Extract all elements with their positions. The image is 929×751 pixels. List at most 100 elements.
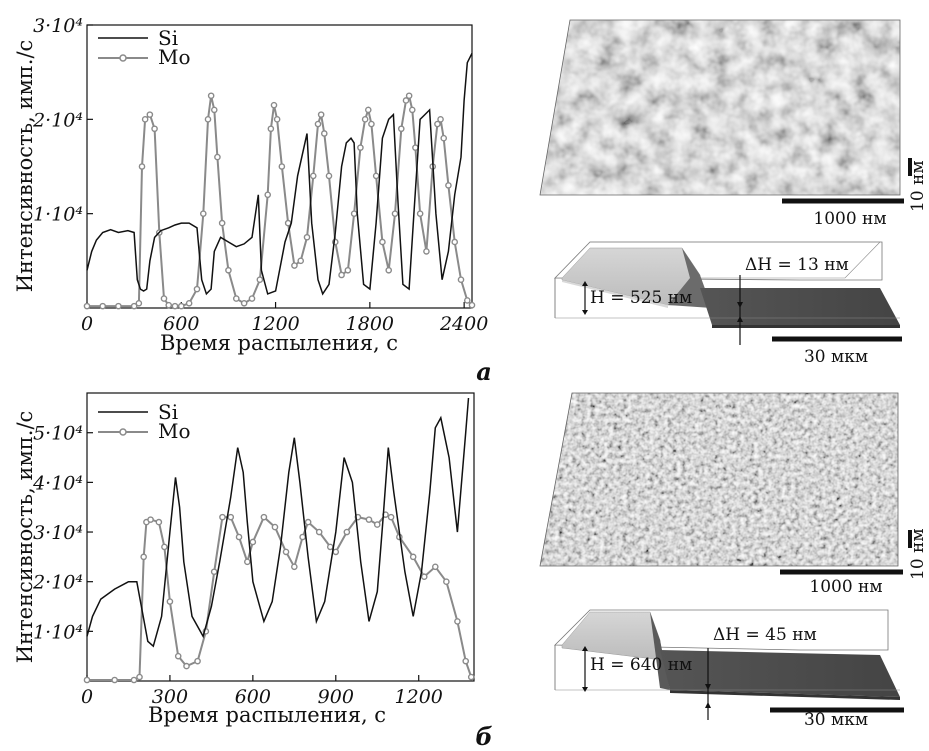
chartB-series-mo-point xyxy=(467,673,475,681)
chartA-series-mo-point xyxy=(83,302,91,310)
step-a-height-label: H = 525 нм xyxy=(590,288,692,308)
chartA-series-mo-point xyxy=(445,182,452,189)
chartA-series-mo-point xyxy=(309,172,317,180)
step-a-delta-label: ΔH = 13 нм xyxy=(745,255,849,275)
chartB-series-mo-point xyxy=(326,543,334,551)
chartA-series-mo-point xyxy=(232,295,240,302)
chartB-series-mo-point xyxy=(155,518,163,526)
chartB-y-tick-label: 3·10⁴ xyxy=(33,522,83,544)
chartA-series-mo-point xyxy=(437,116,444,123)
chart-a-series-si-line xyxy=(86,52,473,296)
chartA-series-mo-point xyxy=(372,172,380,180)
chartA-series-mo-point xyxy=(364,106,372,114)
chartA-series-mo-point xyxy=(320,130,328,137)
chartA-series-mo-point xyxy=(468,301,476,309)
chartB-y-tick-label: 1·10⁴ xyxy=(33,621,83,643)
chartB-series-mo-point xyxy=(387,513,395,521)
chartA-x-tick-label: 0 xyxy=(81,313,93,335)
surface-image-b: 10 нм 1000 нм xyxy=(539,392,928,597)
chartA-series-mo-point xyxy=(391,210,399,217)
chartA-series-mo-point xyxy=(225,266,232,274)
chartB-y-tick-label: 2·10⁴ xyxy=(32,572,83,594)
chartA-series-mo-point xyxy=(451,238,459,246)
chartB-x-tick-label: 900 xyxy=(318,686,354,708)
chartA-series-mo-point xyxy=(412,144,419,151)
step-profile-b: H = 640 нм ΔH = 45 нм 30 мкм xyxy=(554,609,904,730)
chartB-series-mo-point xyxy=(83,676,91,684)
chartA-series-mo-point xyxy=(115,302,122,310)
surface-image-a: 10 нм 1000 нм xyxy=(539,19,928,229)
step-b-scale-label: 30 мкм xyxy=(804,710,868,730)
chartA-series-mo-point xyxy=(397,125,405,133)
chart-b-x-axis-label: Время распыления, с xyxy=(148,703,386,727)
chartB-series-mo-point xyxy=(219,513,226,521)
chartA-series-mo-point xyxy=(303,233,311,241)
chartA-series-mo-point xyxy=(267,125,275,133)
chartB-series-mo-point xyxy=(299,533,306,541)
chartB-x-tick-label: 0 xyxy=(81,686,93,708)
chartA-series-mo-point xyxy=(314,120,322,128)
chartB-series-mo-point xyxy=(194,657,201,665)
chartA-series-mo-point xyxy=(457,276,465,284)
chartB-series-mo-point xyxy=(420,573,428,581)
chart-a-legend-mo: Mo xyxy=(158,45,191,69)
chart-a: 0 600 1200 1800 2400 1·10⁴ 2·10⁴ 3·10⁴ Si Mo Вр… xyxy=(13,15,492,386)
chartA-x-tick-label: 2400 xyxy=(439,313,488,335)
chartB-series-mo-point xyxy=(304,518,312,526)
chartB-series-mo-point xyxy=(161,543,168,551)
chartA-series-mo-point xyxy=(207,92,215,100)
chartA-series-mo-point xyxy=(135,299,143,307)
chartA-series-mo-point xyxy=(291,262,298,269)
surface-a-scale-label: 1000 нм xyxy=(813,209,886,229)
chartB-series-mo-point xyxy=(409,553,417,561)
chartB-series-mo-point xyxy=(332,548,340,556)
chartA-series-mo-point xyxy=(99,302,107,310)
chart-b-legend-si: Si xyxy=(158,400,178,424)
chartB-x-tick-label: 1200 xyxy=(395,686,443,708)
chartB-series-mo-point xyxy=(130,676,138,684)
chartA-series-mo-point xyxy=(214,153,221,161)
chart-a-legend: Si Mo xyxy=(98,26,191,69)
chartB-series-mo-point xyxy=(443,578,450,585)
chartA-series-mo-point xyxy=(256,276,264,284)
chartA-series-mo-point xyxy=(160,295,168,302)
step-a-scale-label: 30 мкм xyxy=(804,347,868,367)
chartB-series-mo-point xyxy=(111,676,118,684)
chartB-series-mo-point xyxy=(271,523,279,531)
chartB-series-mo-point xyxy=(462,657,470,665)
chartA-series-mo-point xyxy=(240,299,248,307)
chart-b-legend-mo: Mo xyxy=(158,419,191,443)
chartA-x-tick-label: 600 xyxy=(163,313,199,335)
surface-a-texture xyxy=(540,20,900,195)
chartA-series-mo-point xyxy=(193,285,201,293)
chartA-series-mo-point xyxy=(402,97,410,104)
chartB-series-mo-point xyxy=(140,553,147,561)
chartA-series-mo-point xyxy=(151,125,158,133)
chartA-series-mo-point xyxy=(440,134,448,142)
chartA-x-tick-label: 1800 xyxy=(346,313,394,335)
chartA-series-mo-point xyxy=(317,111,325,118)
chartA-series-mo-point xyxy=(297,257,305,265)
chartA-series-mo-point xyxy=(130,302,138,310)
chartA-series-mo-point xyxy=(379,238,386,246)
chartA-x-tick-label: 1200 xyxy=(251,313,299,335)
chartA-series-mo-point xyxy=(357,144,364,151)
chartA-series-mo-point xyxy=(199,210,207,217)
chartB-series-mo-point xyxy=(373,521,381,528)
step-b-delta-label: ΔH = 45 нм xyxy=(713,625,817,645)
chartB-series-mo-point xyxy=(454,618,461,625)
chartB-series-mo-point xyxy=(260,513,268,521)
chartA-y-tick-label: 2·10⁴ xyxy=(32,109,83,131)
chartA-series-mo-point xyxy=(416,210,424,217)
chartA-series-mo-point xyxy=(344,266,352,274)
chartA-y-tick-label: 3·10⁴ xyxy=(33,15,83,37)
chartA-series-mo-point xyxy=(434,120,441,128)
chartA-series-mo-point xyxy=(204,116,212,123)
chartB-series-mo-point xyxy=(431,563,439,571)
chart-b-caption: б xyxy=(475,722,492,751)
chartA-series-mo-point xyxy=(325,172,333,180)
chartA-series-mo-point xyxy=(138,163,146,170)
chartA-series-mo-point xyxy=(385,266,393,274)
chartB-y-tick-label: 5·10⁴ xyxy=(33,423,83,445)
